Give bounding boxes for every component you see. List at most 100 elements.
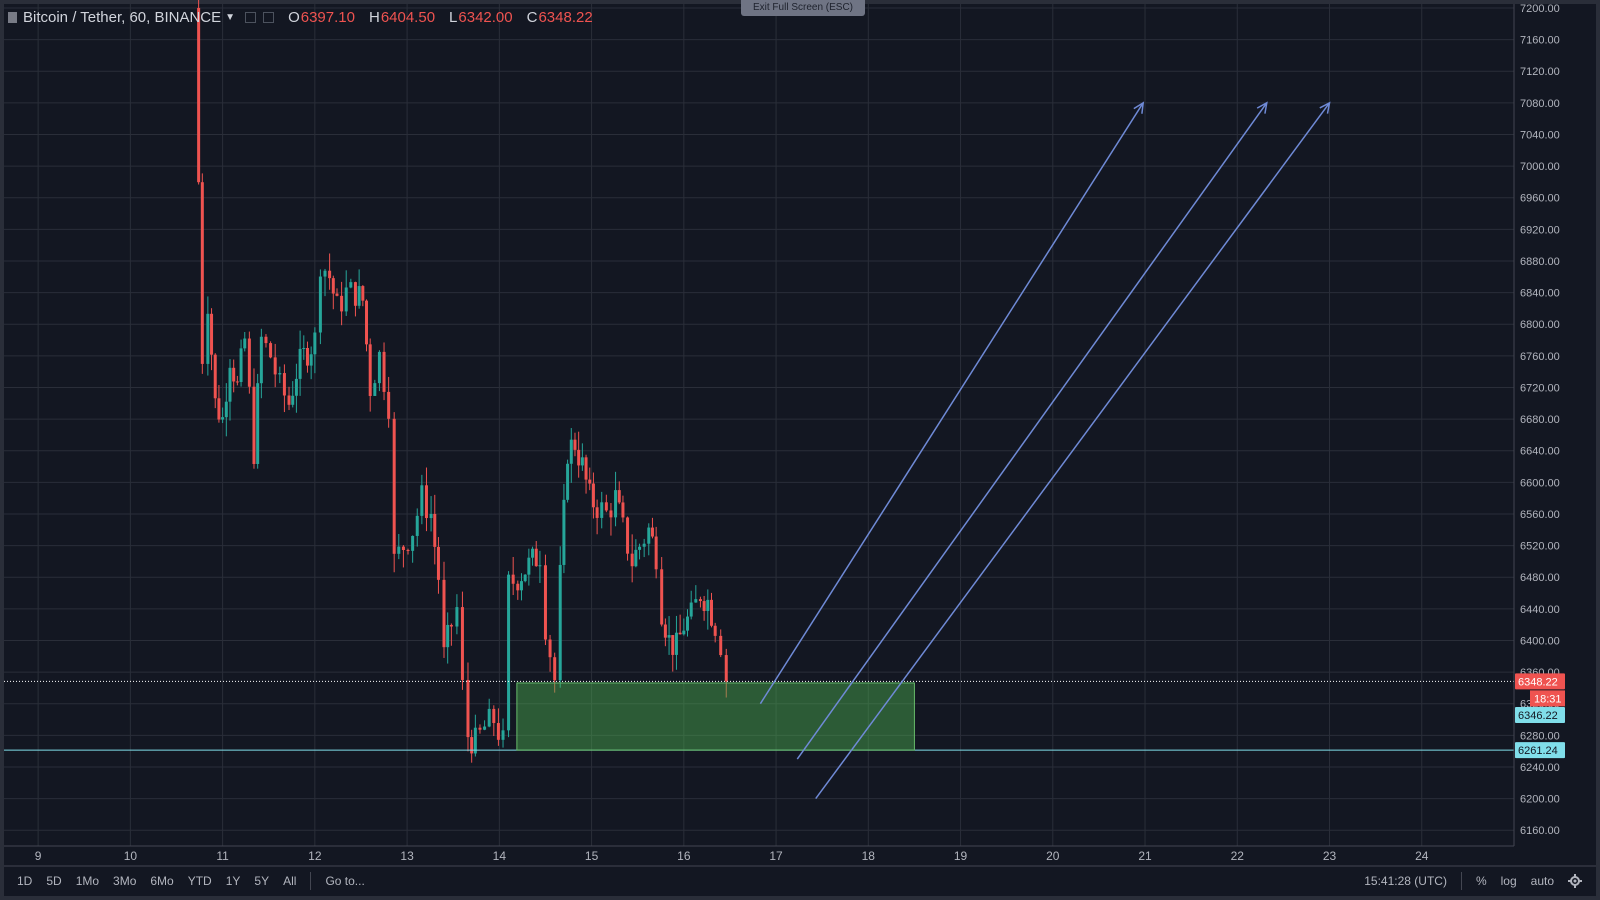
candle-body [496,723,500,740]
candle-body [401,546,405,551]
y-tick-label: 6760.00 [1520,351,1560,363]
auto-toggle[interactable]: auto [1530,874,1554,888]
chevron-down-icon[interactable]: ▼ [225,12,236,23]
low-label: L [449,9,458,26]
candle-body [298,348,302,379]
candle-body [224,401,228,418]
candle-body [335,293,339,296]
candle-body [678,632,682,635]
y-tick-label: 6440.00 [1520,604,1560,616]
candle-body [507,574,511,731]
candle-body [466,679,470,738]
candle-body [313,332,317,355]
range-1y[interactable]: 1Y [225,874,241,888]
range-1mo[interactable]: 1Mo [75,874,100,888]
range-all[interactable]: All [283,874,297,888]
hide-icon[interactable] [263,12,275,23]
candle-body [259,336,263,384]
candle-body [278,373,282,375]
log-toggle[interactable]: log [1500,874,1517,888]
candle-body [663,624,667,638]
candle-body [698,599,702,602]
candle-body [392,418,396,554]
range-5y[interactable]: 5Y [254,874,270,888]
candle-body [273,357,277,375]
candle-body [654,536,658,570]
exit-fullscreen-button[interactable]: Exit Full Screen (ESC) [741,0,865,16]
close-value: 6348.22 [538,9,593,26]
range-5d[interactable]: 5D [46,874,62,888]
trend-arrow [796,102,1268,760]
y-tick-label: 6800.00 [1520,319,1560,331]
candle-body [562,499,566,565]
y-tick-label: 6640.00 [1520,446,1560,458]
last-price-badge: 6348.22 [1518,676,1558,688]
candle-body [243,338,247,349]
candle-body [340,295,344,312]
y-tick-label: 7040.00 [1520,129,1560,141]
candle-body [630,553,634,567]
y-tick-label: 6960.00 [1520,193,1560,205]
candle-body [674,632,678,655]
candle-body [519,581,523,591]
candle-body [373,383,377,396]
candle-body [667,635,671,638]
x-tick-label: 13 [400,849,414,863]
y-tick-label: 6720.00 [1520,382,1560,394]
candle-body [566,463,570,500]
candle-body [660,569,664,625]
y-tick-label: 6240.00 [1520,762,1560,774]
trend-arrow [759,102,1144,705]
candle-body [473,727,477,754]
range-ytd[interactable]: YTD [187,874,212,888]
y-tick-label: 7160.00 [1520,35,1560,47]
candle-body [252,386,256,464]
range-1d[interactable]: 1D [17,874,33,888]
range-3mo[interactable]: 3Mo [113,874,137,888]
trend-arrow-head [1256,101,1268,114]
last-price-badge-bg [1515,673,1565,690]
candle-body [713,625,717,636]
range-6mo[interactable]: 6Mo [150,874,174,888]
gear-icon[interactable] [1568,874,1582,888]
candle-body [511,574,515,584]
y-tick-label: 6840.00 [1520,288,1560,300]
candle-body [621,502,625,518]
percent-toggle[interactable]: % [1475,874,1487,888]
candle-body [609,510,613,518]
candle-body [584,457,588,480]
candle-body [604,502,608,511]
candle-body [523,574,527,582]
candle-body [694,599,698,603]
candle-body [478,727,482,730]
candle-body [446,624,450,648]
settings-icon[interactable] [245,12,257,23]
goto-button[interactable]: Go to... [325,874,365,888]
candle-body [702,601,706,611]
y-tick-label: 6280.00 [1520,730,1560,742]
candle-body [449,624,453,627]
zone-bottom-badge: 6261.24 [1518,745,1558,757]
grid [4,4,1514,846]
y-tick-label: 6920.00 [1520,224,1560,236]
candle-body [200,182,204,364]
x-tick-label: 19 [954,849,968,863]
candle-body [709,599,713,626]
clock-time[interactable]: 15:41:28 (UTC) [1364,874,1447,888]
price-axis: 6160.006200.006240.006280.006320.006360.… [1513,3,1565,846]
candle-body [197,7,201,183]
candle-body [638,546,642,550]
candle-body [527,557,531,575]
candle-body [305,347,309,366]
candle-body [318,276,322,333]
y-tick-label: 6480.00 [1520,572,1560,584]
candle-body [349,282,353,288]
symbol-title[interactable]: Bitcoin / Tether, 60, BINANCE [23,9,222,26]
candle-body [569,439,573,464]
candle-body [516,583,520,591]
candle-body [344,287,348,312]
low-value: 6342.00 [458,9,513,26]
candle-body [634,549,638,567]
x-tick-label: 23 [1323,849,1337,863]
